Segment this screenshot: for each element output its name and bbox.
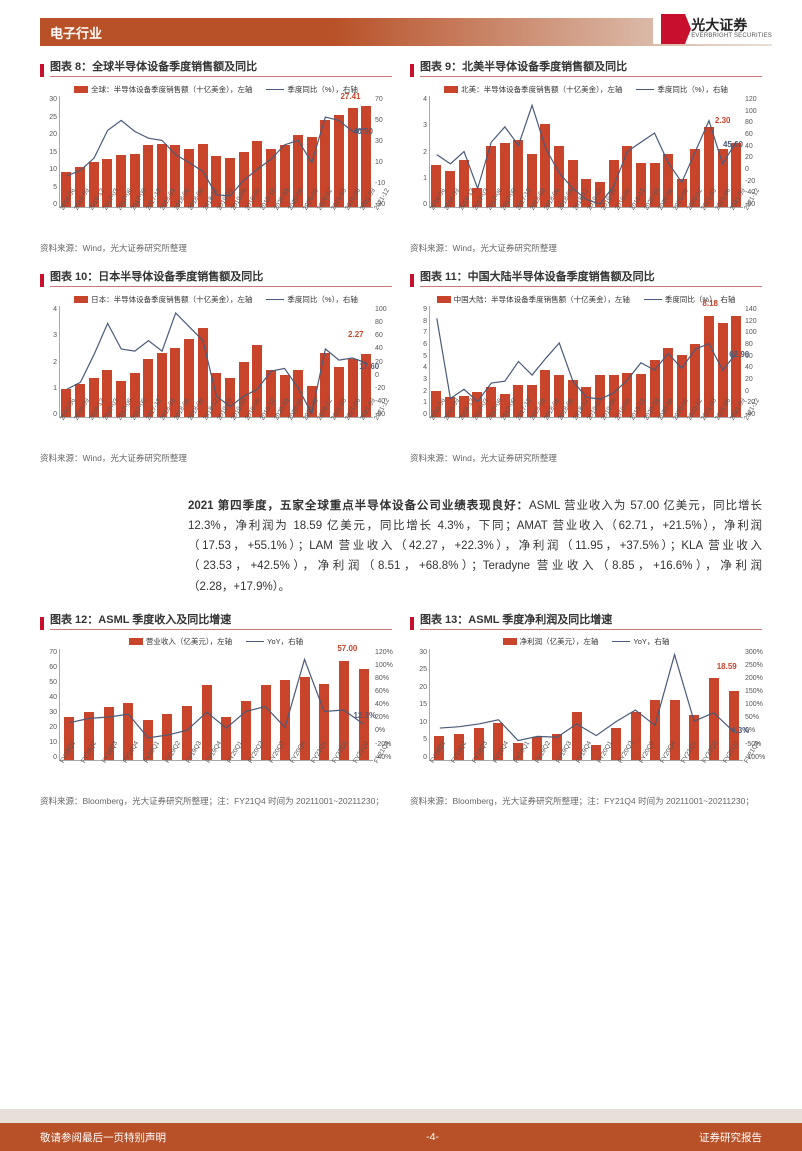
chart-plot: 营业收入（亿美元），左轴YoY，右轴706050403020100120%100… xyxy=(40,634,392,792)
chart-legend: 日本：半导体设备季度销售额（十亿美金），左轴季度同比（%），右轴 xyxy=(41,292,391,306)
callout-label: 62.90 xyxy=(729,350,749,359)
y-axis-left: 43210 xyxy=(41,306,59,418)
callout-label: 2.27 xyxy=(348,330,364,339)
chart-source: 资料来源：Wind，光大证券研究所整理 xyxy=(410,452,762,464)
y-axis-left: 302520151050 xyxy=(411,649,429,761)
callout-label: 57.00 xyxy=(337,644,357,653)
footer-gap xyxy=(0,1109,802,1123)
header-bar: 电子行业 光大证券 EVERBRIGHT SECURITIES xyxy=(40,18,772,46)
chart-source: 资料来源：Wind，光大证券研究所整理 xyxy=(410,242,762,254)
callout-label: 18.59 xyxy=(717,662,737,671)
y-axis-left: 706050403020100 xyxy=(41,649,59,761)
para-body: ASML 营业收入为 57.00 亿美元，同比增长 12.3%，净利润为 18.… xyxy=(188,500,762,593)
chart-source: 资料来源：Wind，光大证券研究所整理 xyxy=(40,452,392,464)
chart-source: 资料来源：Bloomberg，光大证券研究所整理；注：FY21Q4 时间为 20… xyxy=(410,795,762,807)
chart-plot: 日本：半导体设备季度销售额（十亿美金），左轴季度同比（%），右轴43210100… xyxy=(40,291,392,449)
para-lead: 2021 第四季度，五家全球重点半导体设备公司业绩表现良好： xyxy=(188,500,529,512)
logo-icon xyxy=(661,14,685,44)
chart-title: 图表 11：中国大陆半导体设备季度销售额及同比 xyxy=(420,268,762,287)
chart-plot: 全球：半导体设备季度销售额（十亿美金），左轴季度同比（%），右轴30252015… xyxy=(40,81,392,239)
callout-label: 4.3% xyxy=(731,726,749,735)
footer-right: 证券研究报告 xyxy=(699,1130,762,1145)
callout-label: 8.18 xyxy=(702,299,718,308)
footer-left: 敬请参阅最后一页特别声明 xyxy=(40,1130,166,1145)
callout-label: 12.3% xyxy=(353,711,376,720)
chart-source: 资料来源：Bloomberg，光大证券研究所整理；注：FY21Q4 时间为 20… xyxy=(40,795,392,807)
logo-text-zh: 光大证券 xyxy=(691,18,772,33)
chart-title: 图表 8：全球半导体设备季度销售额及同比 xyxy=(50,58,392,77)
x-axis: FY18Q1FY18Q2FY18Q3FY18Q4FY19Q1FY19Q2FY19… xyxy=(59,761,373,791)
chart-legend: 全球：半导体设备季度销售额（十亿美金），左轴季度同比（%），右轴 xyxy=(41,82,391,96)
chart-legend: 净利润（亿美元），左轴YoY，右轴 xyxy=(411,635,761,649)
chart-13: 图表 13：ASML 季度净利润及同比增速净利润（亿美元），左轴YoY，右轴30… xyxy=(410,611,762,817)
header-title: 电子行业 xyxy=(40,23,102,42)
chart-title: 图表 9：北美半导体设备季度销售额及同比 xyxy=(420,58,762,77)
chart-plot: 中国大陆：半导体设备季度销售额（十亿美金），左轴季度同比（%），右轴987654… xyxy=(410,291,762,449)
x-axis: 2016-062016-092016-122017-032017-062017-… xyxy=(59,208,373,238)
footer-bar: 敬请参阅最后一页特别声明 -4- 证券研究报告 xyxy=(0,1123,802,1151)
callout-label: 17.60 xyxy=(359,362,379,371)
x-axis: 2016-062016-092016-122017-032017-062017-… xyxy=(429,208,743,238)
y-axis-left: 9876543210 xyxy=(411,306,429,418)
chart-legend: 北美：半导体设备季度销售额（十亿美金），左轴季度同比（%），右轴 xyxy=(411,82,761,96)
callout-label: 45.60 xyxy=(723,140,743,149)
logo: 光大证券 EVERBRIGHT SECURITIES xyxy=(653,14,772,44)
x-axis: FY18Q1FY18Q2FY18Q3FY18Q4FY19Q1FY19Q2FY19… xyxy=(429,761,743,791)
y-axis-left: 43210 xyxy=(411,96,429,208)
chart-12: 图表 12：ASML 季度收入及同比增速营业收入（亿美元），左轴YoY，右轴70… xyxy=(40,611,392,817)
chart-source: 资料来源：Wind，光大证券研究所整理 xyxy=(40,242,392,254)
chart-11: 图表 11：中国大陆半导体设备季度销售额及同比中国大陆：半导体设备季度销售额（十… xyxy=(410,268,762,474)
chart-plot: 净利润（亿美元），左轴YoY，右轴302520151050300%250%200… xyxy=(410,634,762,792)
chart-title: 图表 13：ASML 季度净利润及同比增速 xyxy=(420,611,762,630)
chart-9: 图表 9：北美半导体设备季度销售额及同比北美：半导体设备季度销售额（十亿美金），… xyxy=(410,58,762,264)
callout-label: 2.30 xyxy=(715,116,731,125)
chart-title: 图表 10：日本半导体设备季度销售额及同比 xyxy=(50,268,392,287)
summary-paragraph: 2021 第四季度，五家全球重点半导体设备公司业绩表现良好：ASML 营业收入为… xyxy=(188,496,762,597)
x-axis: 2016-062016-092016-122017-032017-062017-… xyxy=(429,418,743,448)
chart-8: 图表 8：全球半导体设备季度销售额及同比全球：半导体设备季度销售额（十亿美金），… xyxy=(40,58,392,264)
y-axis-left: 302520151050 xyxy=(41,96,59,208)
logo-text-en: EVERBRIGHT SECURITIES xyxy=(691,33,772,40)
callout-label: 40.90 xyxy=(353,127,373,136)
chart-title: 图表 12：ASML 季度收入及同比增速 xyxy=(50,611,392,630)
chart-plot: 北美：半导体设备季度销售额（十亿美金），左轴季度同比（%），右轴43210120… xyxy=(410,81,762,239)
chart-10: 图表 10：日本半导体设备季度销售额及同比日本：半导体设备季度销售额（十亿美金）… xyxy=(40,268,392,474)
x-axis: 2016-062016-092016-122017-032017-062017-… xyxy=(59,418,373,448)
callout-label: 27.41 xyxy=(340,92,360,101)
